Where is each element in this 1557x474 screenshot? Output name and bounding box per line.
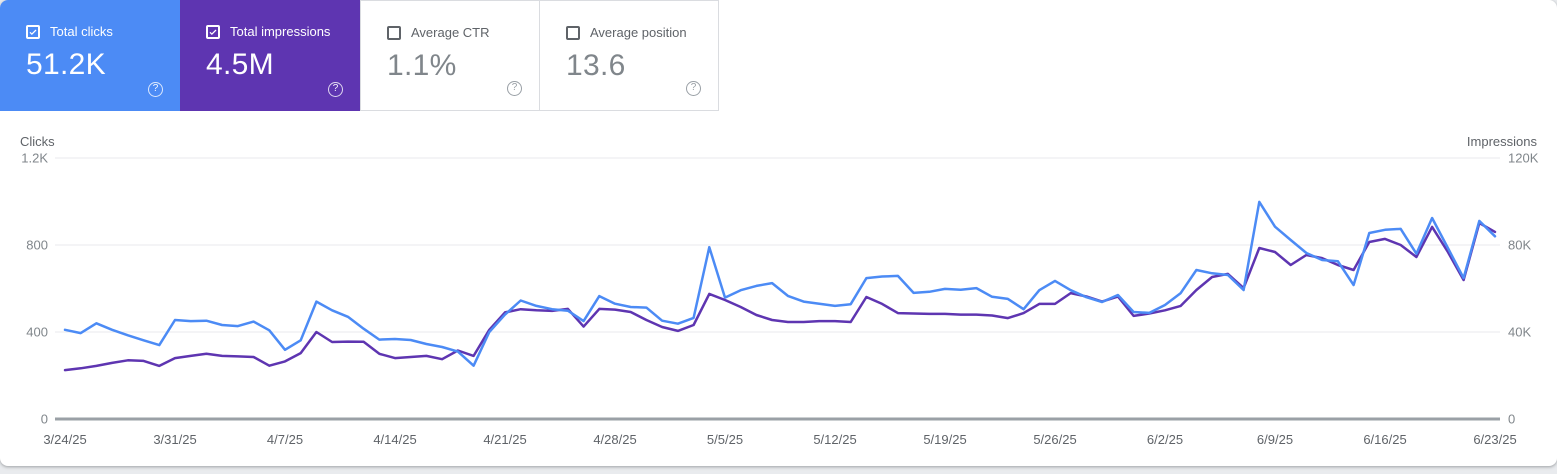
svg-text:4/7/25: 4/7/25 xyxy=(267,432,303,447)
svg-text:80K: 80K xyxy=(1508,238,1531,253)
svg-text:3/24/25: 3/24/25 xyxy=(43,432,86,447)
svg-text:400: 400 xyxy=(26,325,48,340)
check-icon xyxy=(29,29,37,35)
svg-text:Clicks: Clicks xyxy=(20,134,55,149)
metric-card-header: Average position xyxy=(566,25,718,40)
svg-text:1.2K: 1.2K xyxy=(21,151,48,166)
svg-text:6/23/25: 6/23/25 xyxy=(1473,432,1516,447)
metric-card-value: 51.2K xyxy=(26,48,106,81)
help-icon[interactable]: ? xyxy=(148,82,163,97)
svg-text:800: 800 xyxy=(26,238,48,253)
checkbox-unchecked-icon[interactable] xyxy=(566,25,580,40)
svg-text:5/5/25: 5/5/25 xyxy=(707,432,743,447)
help-icon[interactable]: ? xyxy=(686,81,701,96)
svg-text:6/2/25: 6/2/25 xyxy=(1147,432,1183,447)
metric-card-value: 13.6 xyxy=(566,49,626,82)
metric-card-header: Average CTR xyxy=(387,25,539,40)
svg-text:0: 0 xyxy=(41,412,48,427)
metric-card-header: Total clicks xyxy=(26,24,180,39)
metric-card-header: Total impressions xyxy=(206,24,360,39)
svg-text:4/28/25: 4/28/25 xyxy=(593,432,636,447)
svg-text:120K: 120K xyxy=(1508,151,1539,166)
metric-card-label: Total impressions xyxy=(230,24,331,39)
metric-card-total-clicks[interactable]: Total clicks 51.2K ? xyxy=(0,0,180,111)
check-icon xyxy=(209,29,217,35)
metric-cards-row: Total clicks 51.2K ? Total impressions 4… xyxy=(0,0,1557,111)
svg-text:6/9/25: 6/9/25 xyxy=(1257,432,1293,447)
svg-text:Impressions: Impressions xyxy=(1467,134,1538,149)
checkbox-unchecked-icon[interactable] xyxy=(387,25,401,40)
metric-card-average-ctr[interactable]: Average CTR 1.1% ? xyxy=(360,0,540,111)
metric-card-label: Average position xyxy=(590,25,687,40)
svg-text:40K: 40K xyxy=(1508,325,1531,340)
svg-text:5/26/25: 5/26/25 xyxy=(1033,432,1076,447)
svg-text:5/12/25: 5/12/25 xyxy=(813,432,856,447)
metric-card-total-impressions[interactable]: Total impressions 4.5M ? xyxy=(180,0,360,111)
metric-card-average-position[interactable]: Average position 13.6 ? xyxy=(539,0,719,111)
svg-text:3/31/25: 3/31/25 xyxy=(153,432,196,447)
metric-card-label: Average CTR xyxy=(411,25,490,40)
help-icon[interactable]: ? xyxy=(507,81,522,96)
svg-text:4/21/25: 4/21/25 xyxy=(483,432,526,447)
svg-text:4/14/25: 4/14/25 xyxy=(373,432,416,447)
metric-card-label: Total clicks xyxy=(50,24,113,39)
svg-text:6/16/25: 6/16/25 xyxy=(1363,432,1406,447)
checkbox-checked-icon[interactable] xyxy=(206,24,220,39)
svg-text:0: 0 xyxy=(1508,412,1515,427)
metric-card-value: 4.5M xyxy=(206,48,274,81)
svg-text:5/19/25: 5/19/25 xyxy=(923,432,966,447)
help-icon[interactable]: ? xyxy=(328,82,343,97)
checkbox-checked-icon[interactable] xyxy=(26,24,40,39)
metric-card-value: 1.1% xyxy=(387,49,457,82)
